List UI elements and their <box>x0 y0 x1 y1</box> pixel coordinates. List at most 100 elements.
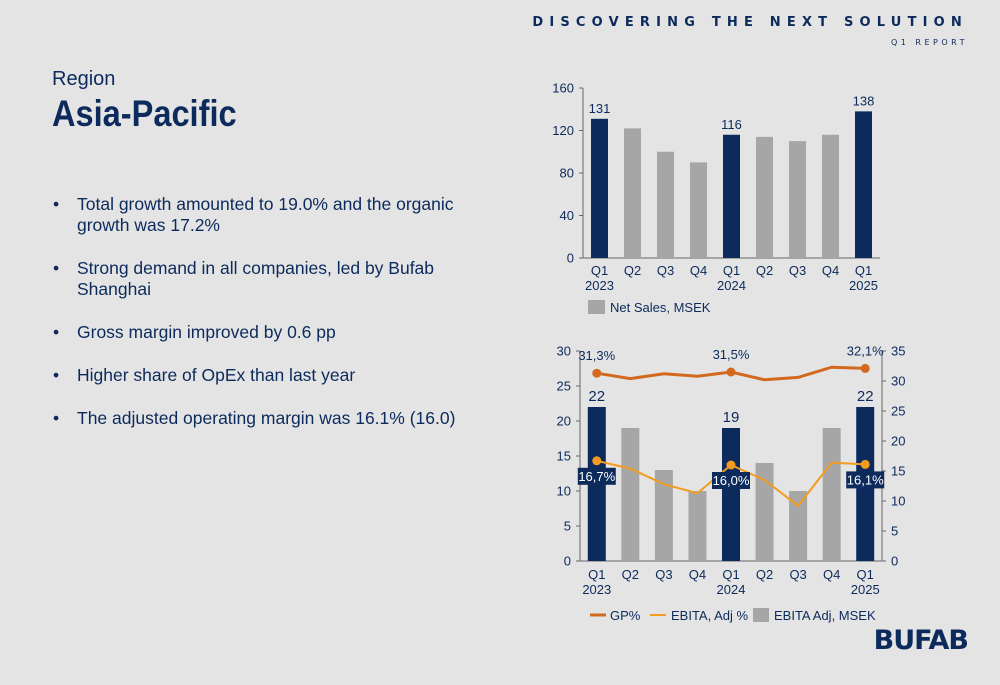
legend-ebita-label: EBITA, Adj % <box>671 608 749 623</box>
bar <box>789 141 806 258</box>
y-tick-label: 40 <box>560 208 574 223</box>
page-title: Asia-Pacific <box>52 93 237 134</box>
bar-data-label: 19 <box>723 409 740 426</box>
bar <box>591 118 608 258</box>
y-tick-label-left: 30 <box>557 344 571 359</box>
bar <box>822 428 841 561</box>
y-tick-label: 0 <box>567 251 574 266</box>
x-tick-label: Q2 <box>622 567 639 582</box>
gp-data-label: 31,3% <box>578 348 615 363</box>
ebita-label-box <box>846 471 885 489</box>
y-tick-label-right: 10 <box>891 494 905 509</box>
legend-bar-label: EBITA Adj, MSEK <box>774 608 876 623</box>
bufab-logo: BUFAB <box>873 625 969 656</box>
x-tick-label: Q4 <box>822 263 839 278</box>
bar <box>688 491 707 561</box>
bar <box>756 136 773 258</box>
gp-point <box>726 367 736 377</box>
header-tagline: DISCOVERING THE NEXT SOLUTION <box>532 15 968 30</box>
bar <box>789 491 808 561</box>
ebita-point <box>860 459 870 469</box>
x-tick-label: 2024 <box>717 582 746 597</box>
region-label: Region <box>52 68 116 90</box>
bullet-item: Gross margin improved by 0.6 pp <box>52 322 472 343</box>
bar <box>690 162 707 258</box>
ebita-point <box>592 456 602 466</box>
x-tick-label: Q2 <box>756 263 773 278</box>
header-subtag: Q1 REPORT <box>890 38 968 47</box>
bar <box>722 428 740 561</box>
gp-point <box>860 363 870 373</box>
y-tick-label-right: 30 <box>891 374 905 389</box>
ebita-data-label: 16,7% <box>578 469 615 484</box>
ebita-data-label: 16,0% <box>713 473 750 488</box>
bar <box>855 111 872 258</box>
gp-data-label: 31,5% <box>713 347 750 362</box>
y-tick-label-right: 20 <box>891 434 905 449</box>
x-tick-label: Q3 <box>657 263 674 278</box>
x-tick-label: Q3 <box>789 567 806 582</box>
x-tick-label: Q1 <box>588 567 605 582</box>
bar <box>723 134 740 258</box>
y-tick-label-right: 25 <box>891 404 905 419</box>
legend-bar-swatch <box>753 608 769 622</box>
y-tick-label-left: 5 <box>564 519 571 534</box>
x-tick-label: Q2 <box>756 567 773 582</box>
y-tick-label: 80 <box>560 166 574 181</box>
data-label: 138 <box>853 93 875 108</box>
x-tick-label: 2023 <box>585 278 614 293</box>
x-tick-label: Q1 <box>591 263 608 278</box>
bar <box>654 470 673 561</box>
x-tick-label: 2023 <box>582 582 611 597</box>
ebita-label-box <box>577 467 616 485</box>
data-label: 131 <box>589 101 611 116</box>
bar-data-label: 22 <box>588 388 605 405</box>
x-tick-label: Q4 <box>690 263 707 278</box>
y-tick-label-left: 0 <box>564 554 571 569</box>
y-tick-label-right: 35 <box>891 344 905 359</box>
y-tick-label-right: 5 <box>891 524 898 539</box>
legend-label: Net Sales, MSEK <box>610 300 711 315</box>
bar <box>621 428 640 561</box>
bullet-item: Total growth amounted to 19.0% and the o… <box>52 194 472 236</box>
x-tick-label: Q1 <box>855 263 872 278</box>
data-label: 116 <box>721 117 742 132</box>
bullet-item: The adjusted operating margin was 16.1% … <box>52 408 472 429</box>
x-tick-label: Q3 <box>789 263 806 278</box>
legend-gp-label: GP% <box>610 608 641 623</box>
ebita-point <box>726 460 736 470</box>
x-tick-label: 2024 <box>717 278 746 293</box>
bullet-item: Higher share of OpEx than last year <box>52 365 472 386</box>
x-tick-label: Q1 <box>857 567 874 582</box>
bar <box>624 128 641 258</box>
x-tick-label: Q2 <box>624 263 641 278</box>
bar <box>755 463 774 561</box>
x-tick-label: Q4 <box>689 567 706 582</box>
y-tick-label: 120 <box>552 123 574 138</box>
ebita-label-box <box>712 472 750 489</box>
y-tick-label-left: 20 <box>557 414 571 429</box>
bullet-list: Total growth amounted to 19.0% and the o… <box>52 194 472 451</box>
y-tick-label-right: 15 <box>891 464 905 479</box>
bullet-item: Strong demand in all companies, led by B… <box>52 258 472 300</box>
y-tick-label-left: 15 <box>557 449 571 464</box>
y-tick-label-left: 10 <box>557 484 571 499</box>
gp-data-label: 32,1% <box>847 343 884 358</box>
x-tick-label: 2025 <box>849 278 878 293</box>
legend-swatch <box>588 300 605 314</box>
bar <box>657 151 674 258</box>
bar-data-label: 22 <box>857 388 874 405</box>
x-tick-label: Q3 <box>655 567 672 582</box>
x-tick-label: Q1 <box>723 263 740 278</box>
y-tick-label-right: 0 <box>891 554 898 569</box>
x-tick-label: 2025 <box>851 582 880 597</box>
x-tick-label: Q4 <box>823 567 840 582</box>
bar <box>822 134 839 258</box>
y-tick-label-left: 25 <box>557 379 571 394</box>
x-tick-label: Q1 <box>722 567 739 582</box>
y-tick-label: 160 <box>552 81 574 96</box>
ebita-data-label: 16,1% <box>847 472 884 487</box>
gp-point <box>592 368 602 378</box>
